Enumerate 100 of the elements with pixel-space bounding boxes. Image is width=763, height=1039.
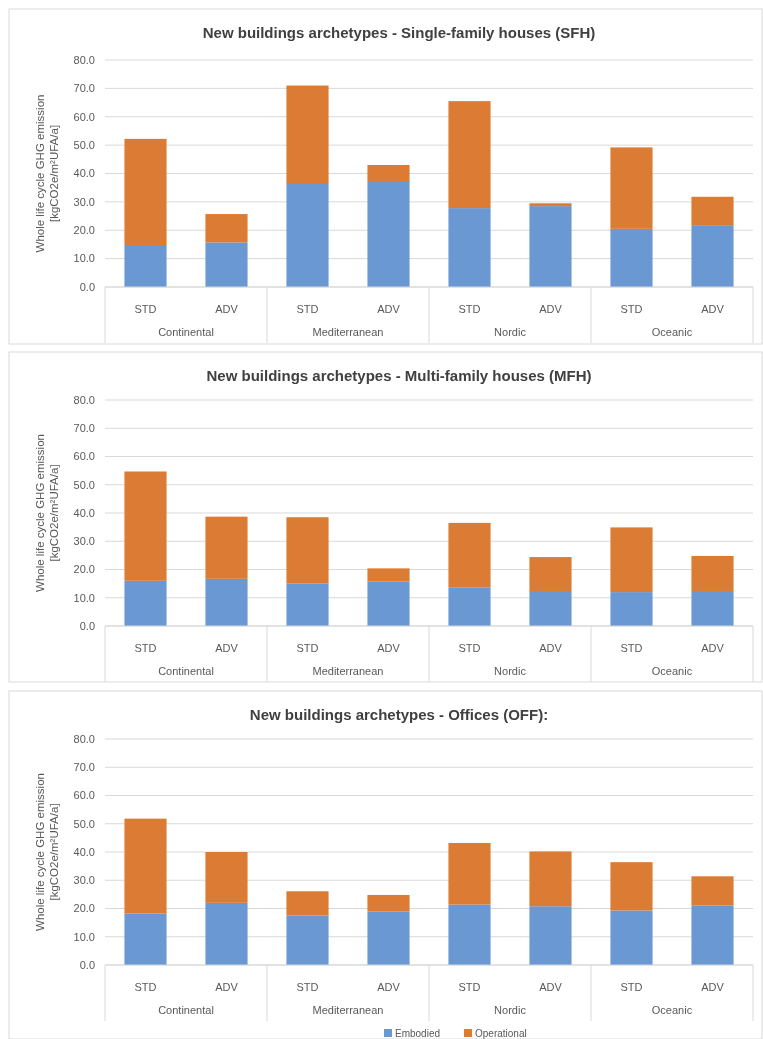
text: Mediterranean [312,325,384,338]
bar [448,587,491,626]
bar [286,583,329,626]
y-tick-label: 50.0 [73,478,95,491]
y-tick-label: 0.0 [79,619,95,632]
bar [286,184,329,287]
bar [448,842,491,905]
x-tick-label: ADV [539,302,563,315]
text: Oceanic [651,1003,693,1016]
bar [286,85,329,184]
bar [691,225,734,287]
x-tick-label: ADV [539,980,563,993]
y-tick-label: 80.0 [73,732,95,745]
bar [286,517,329,584]
bar [367,568,410,582]
x-tick-label: STD [458,980,481,993]
y-tick-label: 40.0 [73,506,95,519]
bar [286,891,329,916]
bar [205,242,248,287]
bar [286,915,329,965]
text: Continental [158,325,214,338]
bar [448,208,491,287]
y-tick-label: 30.0 [73,874,95,887]
x-tick-label: ADV [701,641,725,654]
bar [124,138,167,246]
text: Continental [158,1003,214,1016]
bar [691,876,734,906]
x-tick-label: ADV [377,980,401,993]
y-tick-label: 60.0 [73,789,95,802]
bar [367,894,410,912]
text: Nordic [494,1003,527,1016]
x-tick-label: STD [458,641,481,654]
x-tick-label: ADV [377,641,401,654]
bar [529,206,572,287]
legend-label: Embodied [395,1027,441,1039]
y-tick-label: 70.0 [73,761,95,774]
y-tick-label: 50.0 [73,817,95,830]
x-tick-label: STD [620,980,643,993]
bar [448,904,491,965]
bar [691,196,734,226]
y-tick-label: 20.0 [73,902,95,915]
bar [124,580,167,626]
bar [124,471,167,581]
y-tick-label: 0.0 [79,280,95,293]
bar [529,590,572,626]
x-tick-label: ADV [215,980,239,993]
bar [205,578,248,626]
y-tick-label: 30.0 [73,535,95,548]
y-tick-label: 40.0 [73,845,95,858]
bar [124,245,167,287]
y-tick-label: 60.0 [73,110,95,123]
x-tick-label: STD [134,980,157,993]
y-tick-label: 80.0 [73,393,95,406]
x-tick-label: STD [620,302,643,315]
bar [610,910,653,965]
bar [124,818,167,914]
y-axis-title: Whole life cycle GHG emission [kgCO2e/m²UFA/a] [34,434,60,592]
text: Nordic [494,664,527,677]
x-tick-label: ADV [701,980,725,993]
bar [529,203,572,207]
x-tick-label: STD [296,980,319,993]
bar [124,913,167,965]
y-tick-label: 10.0 [73,591,95,604]
bar [691,555,734,591]
bar [610,147,653,229]
bar [610,592,653,626]
chart-title: New buildings archetypes - Offices (OFF): [249,706,549,723]
bar [610,862,653,911]
y-tick-label: 70.0 [73,82,95,95]
x-tick-label: STD [296,302,319,315]
bar [205,214,248,243]
bar [367,182,410,287]
bar [367,164,410,183]
y-axis-title: Whole life cycle GHG emission [kgCO2e/m²UFA/a] [34,773,60,931]
y-tick-label: 10.0 [73,930,95,943]
bar [610,228,653,287]
legend-label: Operational [475,1027,527,1039]
x-tick-label: ADV [377,302,401,315]
y-tick-label: 70.0 [73,422,95,435]
y-tick-label: 10.0 [73,252,95,265]
y-axis-title: Whole life cycle GHG emission [kgCO2e/m²UFA/a] [34,94,60,253]
x-tick-label: STD [296,641,319,654]
bar [529,906,572,965]
bar [529,557,572,591]
y-tick-label: 60.0 [73,450,95,463]
bar [367,581,410,626]
x-tick-label: ADV [539,641,563,654]
text: Mediterranean [312,1003,384,1016]
bar [367,911,410,965]
bar [448,101,491,209]
text: Continental [158,664,214,677]
bar [448,522,491,588]
x-tick-label: STD [458,302,481,315]
x-tick-label: ADV [215,641,239,654]
y-tick-label: 30.0 [73,195,95,208]
y-tick-label: 50.0 [73,138,95,151]
x-tick-label: STD [620,641,643,654]
y-tick-label: 20.0 [73,224,95,237]
bar [205,902,248,965]
x-tick-label: ADV [215,302,239,315]
